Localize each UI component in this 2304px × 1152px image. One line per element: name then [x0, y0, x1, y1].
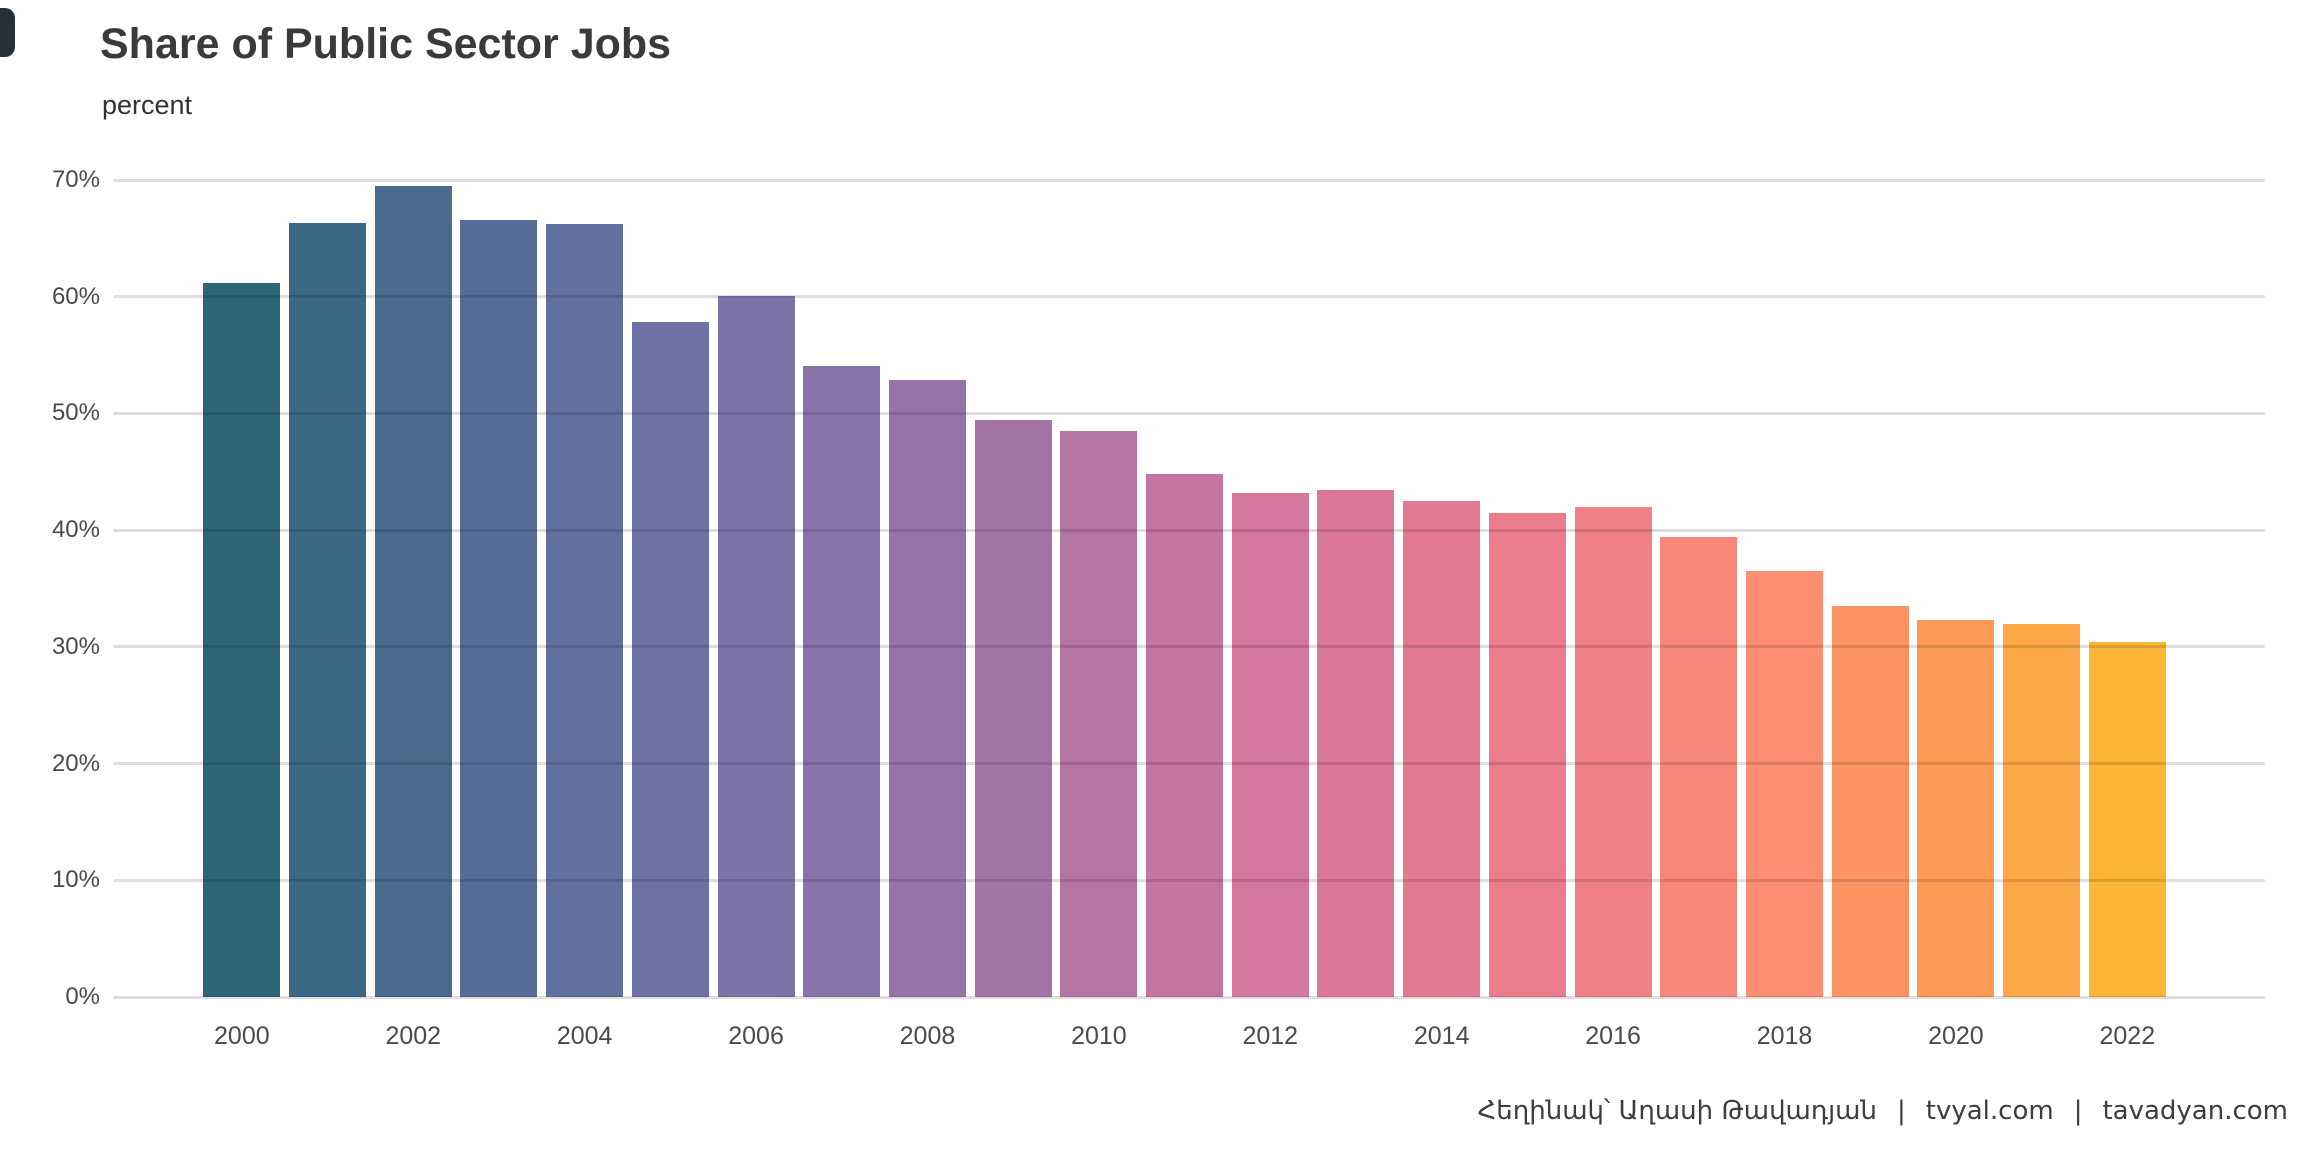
y-tick-label-30: 30% — [51, 632, 100, 660]
x-tick-label-2008: 2008 — [899, 1022, 956, 1050]
bar-slot-2017 — [1656, 167, 1742, 997]
bar-slot-2015 — [1485, 167, 1571, 997]
bar-slot-2001 — [285, 167, 371, 997]
y-tick-label-40: 40% — [51, 516, 100, 544]
bar-2009 — [974, 420, 1052, 997]
footer-site-tvyal: tvyal.com — [1925, 1096, 2054, 1126]
x-tick-label-2015 — [1485, 1022, 1571, 1051]
bar-slot-2013 — [1313, 167, 1399, 997]
footer-separator-2: | — [2073, 1096, 2083, 1126]
bar-2001 — [289, 223, 367, 997]
x-tick-label-2014: 2014 — [1413, 1022, 1470, 1050]
bar-slot-2014 — [1399, 167, 1485, 997]
bar-slot-2010 — [1056, 167, 1142, 997]
gridline-0 — [113, 995, 2265, 999]
bar-2020 — [1917, 620, 1995, 997]
bar-2003 — [460, 219, 538, 997]
x-tick-label-2021 — [1999, 1022, 2085, 1051]
bar-slot-2005 — [628, 167, 714, 997]
x-tick-label-2013 — [1313, 1022, 1399, 1051]
bar-2015 — [1488, 512, 1566, 997]
bar-2002 — [374, 185, 452, 997]
bar-2006 — [717, 295, 795, 997]
x-tick-label-2004: 2004 — [556, 1022, 613, 1050]
bar-slot-2006 — [713, 167, 799, 997]
bar-slot-2002 — [370, 167, 456, 997]
bar-slot-2019 — [1827, 167, 1913, 997]
bar-slot-2009 — [970, 167, 1056, 997]
x-tick-label-2001 — [285, 1022, 371, 1051]
bars-row — [199, 167, 2170, 997]
chart-subtitle: percent — [102, 90, 193, 120]
x-tick-label-2006: 2006 — [728, 1022, 784, 1050]
x-tick-label-2020: 2020 — [1928, 1022, 1984, 1050]
bar-2013 — [1317, 490, 1395, 997]
x-tick-label-2007 — [799, 1022, 885, 1051]
bar-2004 — [546, 224, 624, 997]
x-tick-label-2022: 2022 — [2099, 1022, 2156, 1050]
y-tick-label-60: 60% — [51, 282, 100, 310]
gridline-30 — [113, 645, 2265, 649]
bar-2019 — [1831, 606, 1909, 997]
x-tick-label-2012: 2012 — [1242, 1022, 1299, 1050]
bar-slot-2016 — [1570, 167, 1656, 997]
bar-slot-2008 — [885, 167, 971, 997]
bar-2014 — [1403, 500, 1481, 997]
gridline-10 — [113, 878, 2265, 882]
bar-2012 — [1231, 492, 1309, 997]
y-tick-label-0: 0% — [65, 983, 100, 1010]
bar-slot-2020 — [1913, 167, 1999, 997]
chart-title: Share of Public Sector Jobs — [100, 20, 672, 68]
bar-slot-2007 — [799, 167, 885, 997]
y-tick-label-50: 50% — [51, 399, 100, 427]
bar-slot-2012 — [1227, 167, 1313, 997]
gridline-40 — [113, 528, 2265, 532]
x-tick-label-2017 — [1656, 1022, 1742, 1051]
x-tick-label-2005 — [628, 1022, 714, 1051]
bar-slot-2003 — [456, 167, 542, 997]
bar-2011 — [1146, 474, 1224, 997]
bar-slot-2011 — [1142, 167, 1228, 997]
bar-slot-2022 — [2084, 167, 2170, 997]
bar-2010 — [1060, 430, 1138, 997]
bar-2018 — [1746, 571, 1823, 997]
x-tick-label-2019 — [1827, 1022, 1913, 1051]
plot-area: 0% 10% 20% 30% 40% 50% 60% 70% — [52, 166, 2265, 1010]
bar-2016 — [1574, 506, 1652, 997]
footer-site-tavadyan: tavadyan.com — [2102, 1096, 2288, 1126]
y-tick-label-20: 20% — [51, 749, 100, 777]
bar-slot-2000 — [199, 167, 285, 997]
y-tick-label-70: 70% — [51, 166, 100, 193]
x-tick-label-2011 — [1142, 1022, 1228, 1051]
bar-2005 — [631, 322, 709, 997]
x-tick-label-2003 — [456, 1022, 542, 1051]
x-tick-label-2000: 2000 — [214, 1022, 270, 1050]
gridline-20 — [113, 762, 2265, 766]
bar-slot-2021 — [1999, 167, 2085, 997]
bar-2021 — [2003, 623, 2081, 997]
footer-separator-1: | — [1897, 1096, 1906, 1126]
bar-2017 — [1660, 537, 1738, 997]
bar-slot-2004 — [542, 167, 628, 997]
x-tick-label-2009 — [970, 1022, 1056, 1051]
gridline-60 — [113, 295, 2265, 299]
x-tick-label-2018: 2018 — [1756, 1022, 1813, 1050]
x-tick-label-2010: 2010 — [1071, 1022, 1127, 1050]
gridline-50 — [113, 411, 2265, 415]
chart-footer: Հեղինակ՝ Աղասի Թավադյան | tvyal.com | tavady… — [1478, 1096, 2288, 1126]
y-tick-label-10: 10% — [51, 866, 100, 894]
x-axis-tick-row: 2000 2002 2004 2006 2008 2010 2012 2014 2016 2018… — [199, 1022, 2170, 1051]
bar-2022 — [2088, 642, 2166, 997]
footer-author: Հեղինակ՝ Աղասի Թավադյան — [1477, 1096, 1877, 1126]
x-tick-label-2016: 2016 — [1585, 1022, 1641, 1050]
bar-2000 — [203, 282, 281, 997]
corner-tab-artifact — [0, 8, 15, 57]
bar-slot-2018 — [1742, 167, 1828, 997]
x-tick-label-2002: 2002 — [385, 1022, 442, 1050]
bar-2008 — [888, 379, 966, 997]
bar-2007 — [803, 365, 881, 997]
gridline-70 — [113, 178, 2265, 182]
